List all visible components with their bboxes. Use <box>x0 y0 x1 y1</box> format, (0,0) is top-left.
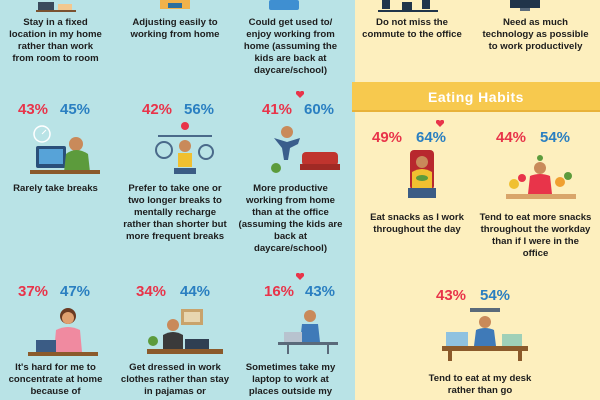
top-illustration-4 <box>378 0 438 12</box>
row3-col2-pct-b: 44% <box>180 283 211 300</box>
eat-at-desk-illustration <box>440 308 530 362</box>
eating-2-pct-a: 44% <box>496 129 527 146</box>
row3-col3-text: Sometimes take my laptop to work at plac… <box>245 362 336 397</box>
top-text-2: Adjusting easily to working from home <box>130 17 220 40</box>
row2-col1-pct-b: 45% <box>60 101 91 118</box>
row3-col1-pct-b: 47% <box>60 283 91 300</box>
right-top-panel <box>355 0 600 82</box>
more-snacks-illustration <box>500 150 580 204</box>
eating-2-text: Tend to eat more snacks throughout the w… <box>479 212 592 259</box>
top-illustration-2 <box>150 0 200 12</box>
snacks-illustration <box>392 148 452 204</box>
row2-col3-text: More productive working from home than a… <box>238 183 343 254</box>
row3-col3-pct-b: 43% <box>305 283 336 300</box>
row3-col2-pct-a: 34% <box>136 283 167 300</box>
row2-col2-pct-b: 56% <box>184 101 215 118</box>
row2-col2-pct-a: 42% <box>142 101 173 118</box>
eating-1-pct-b: 64% <box>416 129 447 146</box>
dressed-illustration <box>145 303 225 359</box>
breaks-illustration <box>150 120 220 178</box>
row2-col3-pct-a: 41% <box>262 101 293 118</box>
top-text-5: Need as much technology as possible to w… <box>482 17 589 52</box>
row2-col2-text: Prefer to take one or two longer breaks … <box>123 183 227 242</box>
eating-1-text: Eat snacks as I work throughout the day <box>370 212 464 235</box>
row2-col3-heart-icon <box>296 91 304 98</box>
row3-col3-pct-a: 16% <box>264 283 295 300</box>
row3-col1-text: It's hard for me to concentrate at home … <box>8 362 103 397</box>
row3-col3-heart-icon <box>296 273 304 280</box>
eating-3-pct-b: 54% <box>480 287 511 304</box>
row2-col3-pct-b: 60% <box>304 101 335 118</box>
top-text-1: Stay in a fixed location in my home rath… <box>9 17 102 64</box>
eating-3-text: Tend to eat at my desk rather than go <box>428 373 532 396</box>
row3-col1-pct-a: 37% <box>18 283 49 300</box>
row2-col1-pct-a: 43% <box>18 101 49 118</box>
top-illustration-3 <box>265 0 305 12</box>
productive-illustration <box>262 124 342 176</box>
eating-habits-banner: Eating Habits <box>352 82 600 112</box>
top-text-3: Could get used to/ enjoy working from ho… <box>243 17 338 76</box>
top-illustration-5 <box>500 0 550 12</box>
eating-3-pct-a: 43% <box>436 287 467 304</box>
top-illustration-1 <box>30 0 85 12</box>
top-text-4: Do not miss the commute to the office <box>362 17 462 40</box>
concentrate-illustration <box>28 302 98 358</box>
eating-habits-title: Eating Habits <box>428 89 524 105</box>
eating-2-pct-b: 54% <box>540 129 571 146</box>
eating-1-pct-a: 49% <box>372 129 403 146</box>
eating-1-heart-icon <box>436 120 444 127</box>
laptop-outside-illustration <box>270 306 342 356</box>
row3-col2-text: Get dressed in work clothes rather than … <box>120 362 230 397</box>
rarely-breaks-illustration <box>30 124 100 176</box>
row2-col1-text: Rarely take breaks <box>13 183 98 194</box>
